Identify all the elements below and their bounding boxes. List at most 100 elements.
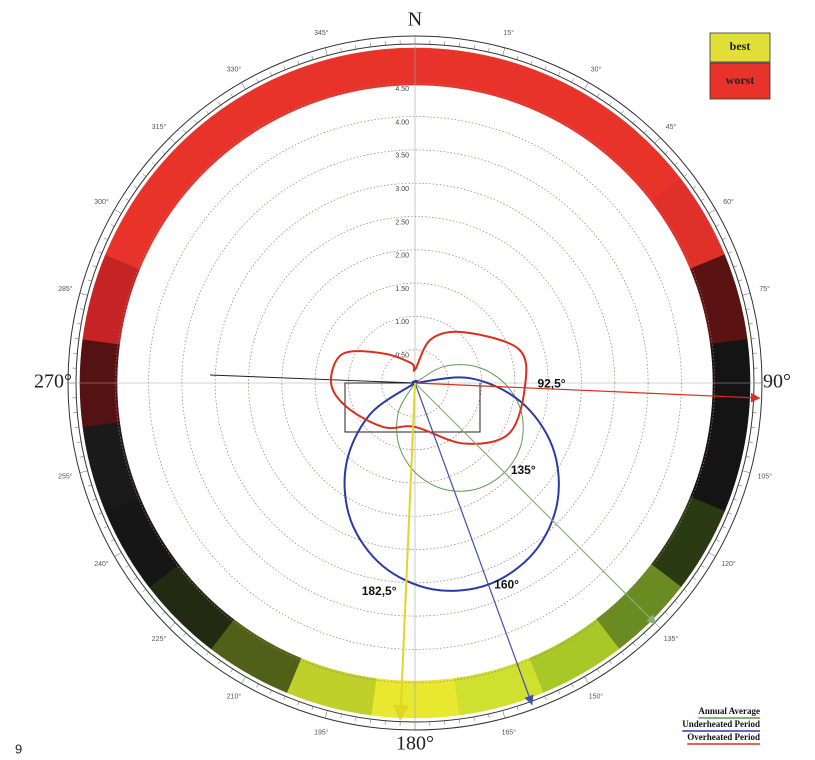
band-sector — [82, 421, 141, 512]
degree-tick — [152, 600, 156, 604]
r-tick-label: 4.00 — [395, 119, 409, 126]
legend-label: Annual Average — [698, 706, 760, 716]
grid-ring — [381, 349, 449, 417]
degree-tick — [283, 696, 286, 700]
direction-label: 135° — [511, 463, 536, 477]
direction-arrow — [414, 382, 657, 625]
degree-tick — [654, 137, 661, 144]
degree-tick — [745, 308, 750, 310]
degree-tick — [558, 72, 561, 76]
theta-tick-label: 120° — [721, 560, 736, 568]
degree-tick — [205, 110, 209, 115]
degree-tick — [340, 713, 342, 718]
r-tick-label: 2.00 — [395, 253, 409, 260]
construction-line — [209, 374, 481, 433]
degree-tick — [77, 441, 82, 443]
degree-tick — [609, 660, 612, 665]
degree-tick — [571, 78, 574, 83]
degree-tick — [161, 151, 166, 155]
band-sector — [286, 50, 377, 109]
degree-tick — [745, 456, 750, 458]
degree-tick — [369, 42, 371, 47]
degree-tick — [715, 224, 720, 227]
degree-tick — [674, 162, 678, 166]
degree-tick — [728, 512, 732, 515]
degree-tick — [142, 173, 147, 177]
r-tick-label: 4.50 — [395, 86, 409, 93]
degree-tick — [502, 710, 506, 719]
degree-tick — [256, 683, 259, 688]
degree-tick — [643, 129, 647, 134]
degree-tick — [169, 137, 176, 144]
direction-label: 182,5° — [362, 584, 397, 598]
degree-tick — [297, 60, 300, 65]
degree-tick — [369, 719, 371, 724]
degree-tick — [340, 48, 342, 53]
degree-tick — [596, 93, 600, 98]
series-curve — [330, 330, 528, 445]
r-tick-label: 3.50 — [395, 153, 409, 160]
degree-tick — [459, 719, 461, 724]
degree-tick — [104, 526, 108, 529]
degree-tick — [256, 78, 259, 83]
grid-ring — [281, 249, 549, 517]
degree-tick — [674, 600, 678, 604]
band-sector — [689, 254, 748, 345]
degree-tick — [194, 120, 198, 124]
degree-tick — [110, 539, 115, 542]
degree-tick — [530, 60, 533, 65]
theta-tick-label: 105° — [757, 473, 772, 481]
degree-tick — [742, 470, 751, 474]
degree-tick — [183, 632, 187, 637]
degree-tick — [596, 668, 600, 673]
page-number: 9 — [15, 741, 22, 756]
degree-tick — [516, 55, 519, 60]
cardinal-label: 90° — [763, 371, 791, 393]
legend-label: Overheated Period — [687, 732, 760, 742]
degree-tick — [241, 676, 246, 684]
scale-swatch — [709, 32, 771, 63]
degree-tick — [98, 512, 102, 515]
degree-tick — [87, 484, 92, 487]
theta-tick-label: 240° — [94, 560, 109, 568]
series-curve — [343, 376, 560, 592]
degree-tick — [230, 93, 234, 98]
degree-tick — [74, 427, 79, 429]
grid-ring — [248, 216, 582, 550]
degree-tick — [79, 292, 88, 296]
degree-tick — [324, 710, 328, 719]
degree-tick — [311, 706, 314, 711]
theta-tick-label: 225° — [152, 635, 167, 643]
degree-tick — [502, 47, 506, 56]
degree-tick — [133, 186, 138, 189]
band-sector — [453, 657, 544, 716]
theta-tick-label: 255° — [58, 473, 73, 481]
degree-tick — [114, 552, 122, 557]
cardinal-label: 180° — [396, 733, 434, 755]
direction-arrow — [392, 382, 416, 721]
degree-tick — [283, 66, 286, 70]
degree-tick — [92, 265, 97, 268]
degree-tick — [664, 151, 669, 155]
degree-tick — [632, 120, 636, 124]
r-tick-label: 1.50 — [395, 286, 409, 293]
degree-tick — [558, 690, 561, 694]
degree-tick — [708, 552, 716, 557]
degree-tick — [311, 55, 314, 60]
theta-tick-label: 60° — [723, 198, 734, 206]
degree-tick — [715, 539, 720, 542]
degree-tick — [269, 690, 272, 694]
degree-tick — [584, 676, 589, 684]
degree-tick — [114, 209, 122, 214]
degree-tick — [133, 577, 138, 580]
band-sector — [453, 50, 544, 109]
degree-tick — [230, 668, 234, 673]
r-tick-label: 3.00 — [395, 186, 409, 193]
degree-tick — [738, 279, 743, 282]
direction-label: 92,5° — [537, 376, 565, 390]
cardinal-label: 270° — [34, 371, 72, 393]
degree-tick — [700, 198, 705, 202]
degree-tick — [87, 279, 92, 282]
degree-tick — [473, 45, 475, 50]
degree-tick — [733, 498, 738, 501]
